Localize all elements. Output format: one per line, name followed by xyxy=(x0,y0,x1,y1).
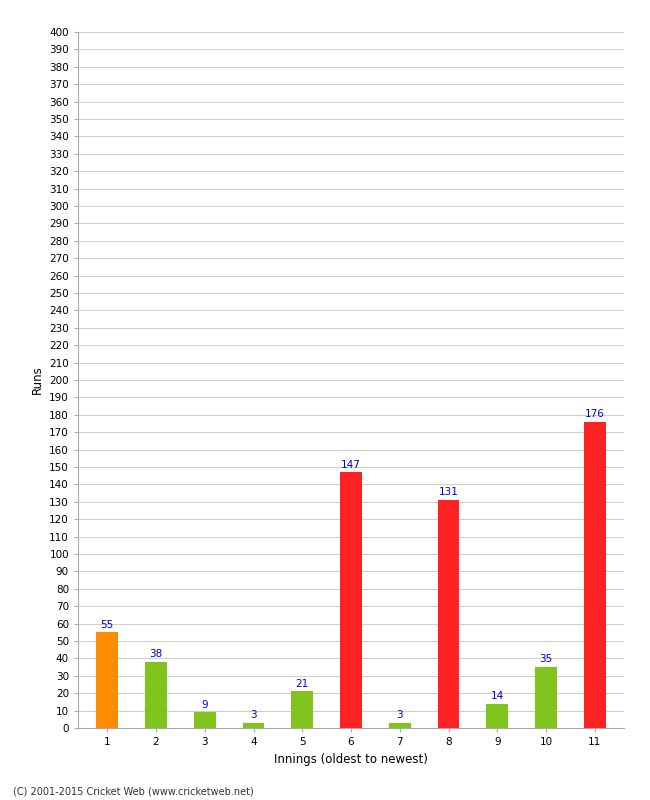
Text: 35: 35 xyxy=(540,654,552,665)
Bar xyxy=(194,712,216,728)
Text: 3: 3 xyxy=(250,710,257,720)
Text: 14: 14 xyxy=(491,691,504,701)
Bar xyxy=(437,500,460,728)
Bar xyxy=(486,704,508,728)
Bar xyxy=(389,722,411,728)
Bar xyxy=(242,722,265,728)
Bar xyxy=(291,691,313,728)
Bar xyxy=(145,662,167,728)
Text: 9: 9 xyxy=(202,700,208,710)
Text: 147: 147 xyxy=(341,460,361,470)
Text: 176: 176 xyxy=(585,409,604,419)
Bar xyxy=(96,632,118,728)
X-axis label: Innings (oldest to newest): Innings (oldest to newest) xyxy=(274,753,428,766)
Text: 38: 38 xyxy=(150,650,162,659)
Text: 131: 131 xyxy=(439,487,458,498)
Text: 21: 21 xyxy=(296,679,309,689)
Y-axis label: Runs: Runs xyxy=(31,366,44,394)
Text: 3: 3 xyxy=(396,710,403,720)
Text: 55: 55 xyxy=(101,620,114,630)
Bar xyxy=(340,472,362,728)
Text: (C) 2001-2015 Cricket Web (www.cricketweb.net): (C) 2001-2015 Cricket Web (www.cricketwe… xyxy=(13,786,254,796)
Bar xyxy=(584,422,606,728)
Bar xyxy=(535,667,557,728)
